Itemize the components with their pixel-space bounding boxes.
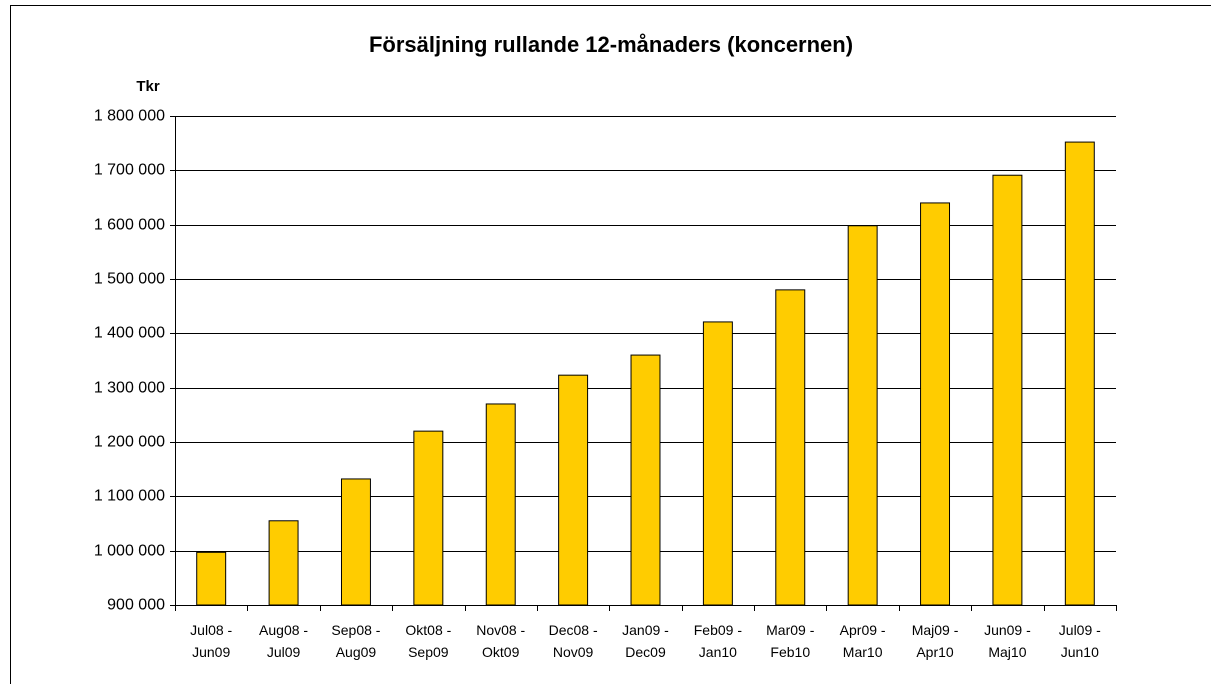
bar [485,403,516,606]
y-tick-label: 1 100 000 [94,488,165,505]
bar [340,478,371,606]
bar [413,430,444,606]
x-tick-label: Jul09 - Jun10 [1058,622,1101,660]
x-tick-label: Aug08 - Jul09 [259,622,309,660]
bar [558,374,589,606]
x-tick-label: Mar09 - Feb10 [766,622,815,660]
x-tick-label: Maj09 - Apr10 [911,622,959,660]
y-tick-label: 1 000 000 [94,543,165,560]
y-tick-label: 1 800 000 [94,108,165,125]
x-tick-label: Jun09 - Maj10 [984,622,1031,660]
y-tick-label: 1 400 000 [94,325,165,342]
x-tick-label: Feb09 - Jan10 [693,622,742,660]
x-tick-label: Jan09 - Dec09 [622,622,669,660]
chart-frame [10,5,1211,684]
bar [847,225,878,606]
bar [268,520,299,606]
x-tick-label: Apr09 - Mar10 [839,622,886,660]
bar [992,174,1023,606]
bar [702,321,733,606]
x-tick-label: Jul08 - Jun09 [190,622,233,660]
bar [775,289,806,606]
y-axis-label: Tkr [136,78,160,95]
x-tick-label: Nov08 - Okt09 [476,622,526,660]
x-tick-label: Dec08 - Nov09 [548,622,598,660]
bar [196,551,227,606]
x-tick-label: Sep08 - Aug09 [331,622,381,660]
y-tick-label: 1 600 000 [94,217,165,234]
y-tick-label: 1 200 000 [94,434,165,451]
bar [920,202,951,606]
x-tick-label: Okt08 - Sep09 [405,622,452,660]
y-tick-label: 1 300 000 [94,380,165,397]
chart-title: Försäljning rullande 12-månaders (koncer… [369,32,853,57]
y-tick-label: 1 700 000 [94,162,165,179]
bar [630,354,661,606]
bar [1064,141,1095,606]
y-tick-label: 900 000 [107,597,165,614]
y-tick-label: 1 500 000 [94,271,165,288]
